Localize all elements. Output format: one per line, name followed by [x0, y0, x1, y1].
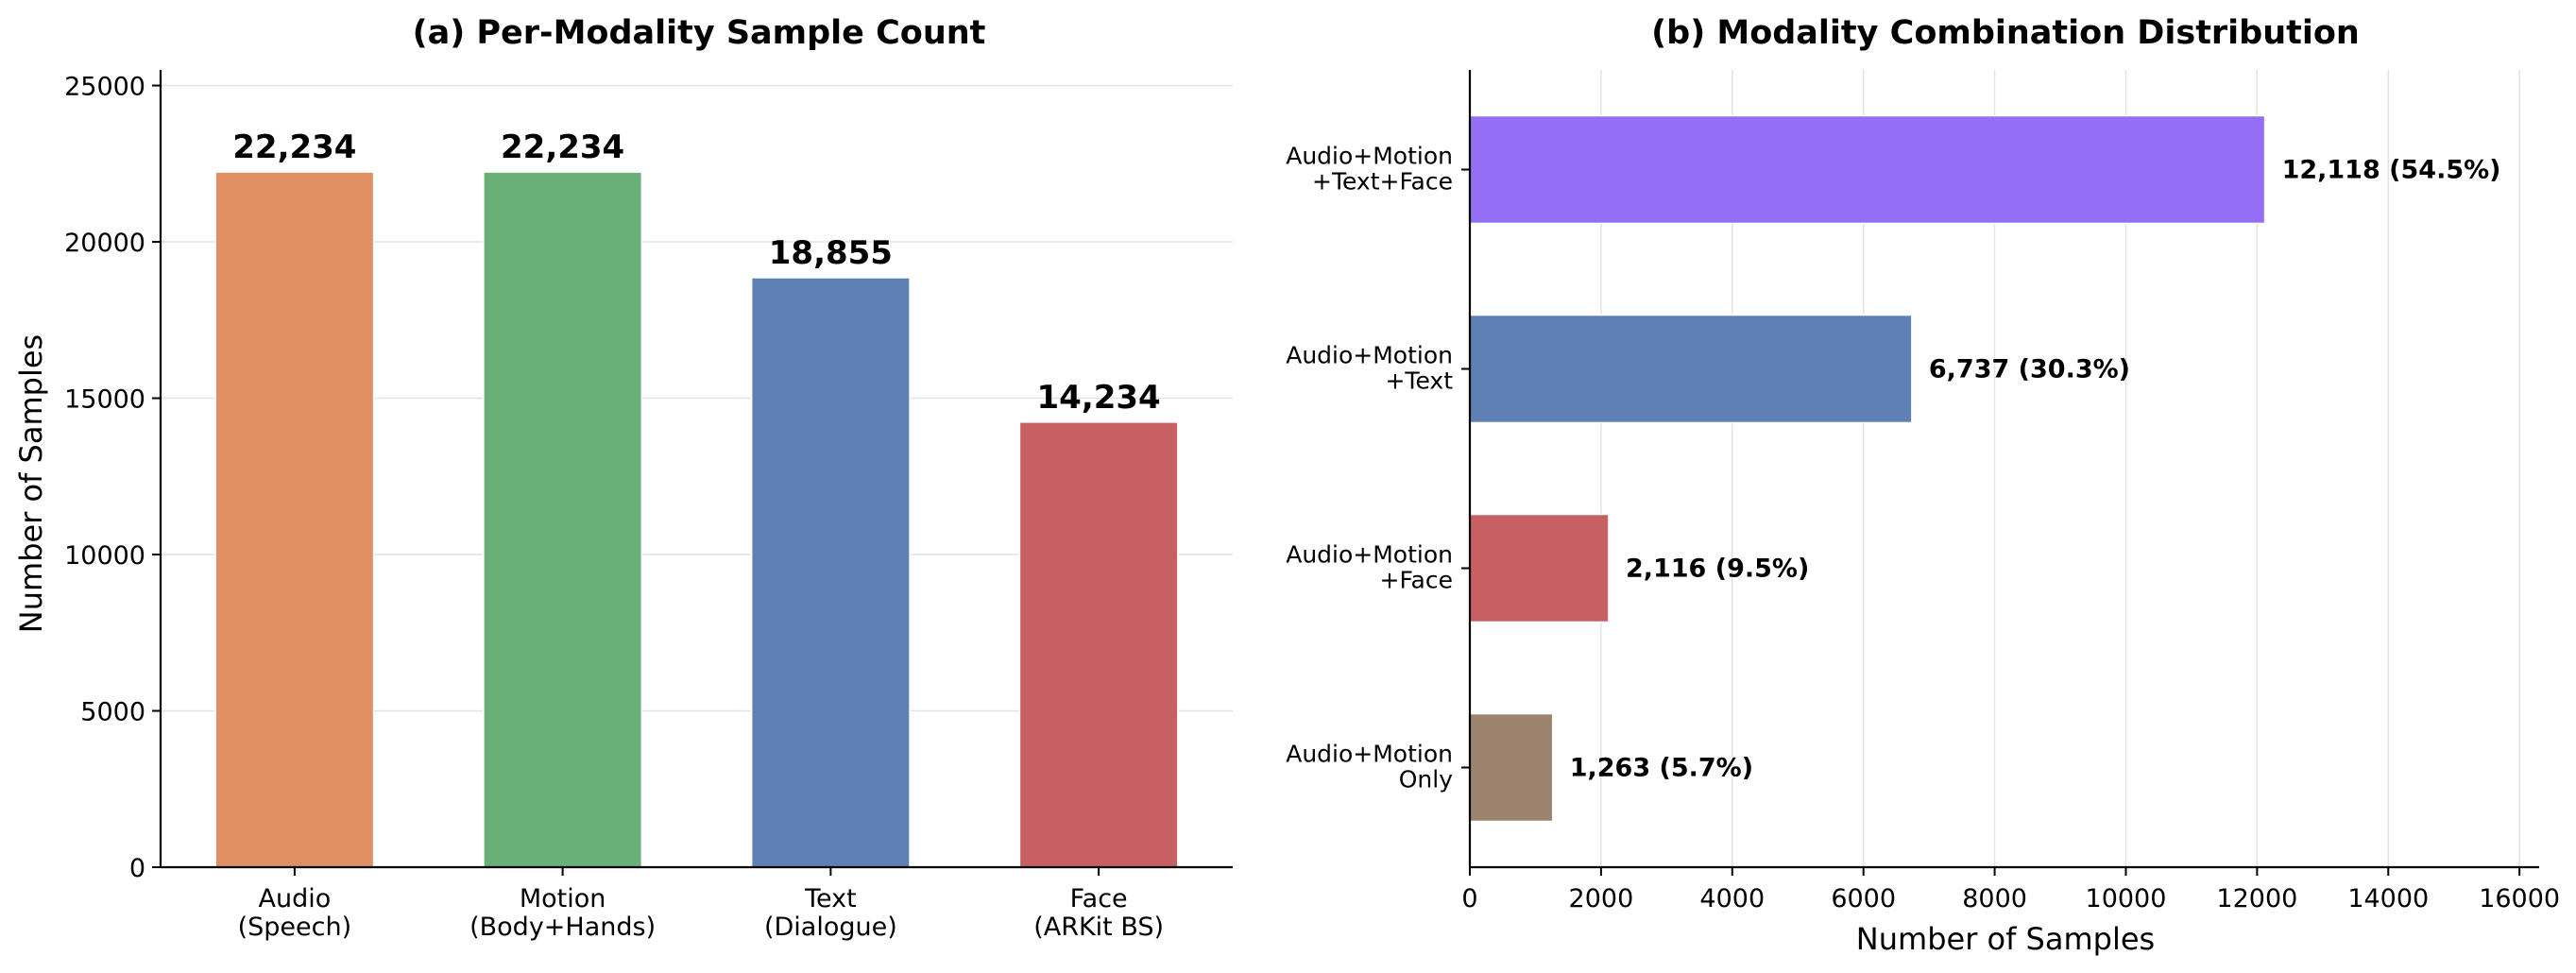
chart-b-value-label: 12,118 (54.5%)	[2282, 156, 2501, 185]
chart-a-bar	[214, 171, 375, 868]
chart-a-x-category-label: Audio	[259, 884, 332, 913]
chart-b-bar	[1469, 114, 2266, 225]
chart-a-bar	[1018, 421, 1179, 868]
chart-b-x-tick-label: 16000	[2479, 884, 2560, 913]
chart-a-bars	[214, 171, 1179, 868]
chart-a-per-modality: (a) Per-Modality Sample Count Number of …	[13, 14, 1233, 942]
chart-a-value-label: 22,234	[232, 128, 356, 166]
chart-b-y-category-label: +Face	[1380, 567, 1453, 594]
chart-a-x-category-label: Face	[1070, 884, 1128, 913]
chart-b-y-category-label: Only	[1399, 766, 1453, 794]
chart-b-y-category-label: +Text	[1385, 367, 1453, 395]
chart-a-y-tick-label: 20000	[64, 229, 145, 258]
chart-a-x-category-label: (Body+Hands)	[469, 913, 656, 942]
chart-b-x-tick-label: 6000	[1831, 884, 1896, 913]
chart-b-value-label: 6,737 (30.3%)	[1929, 355, 2130, 384]
chart-b-y-category-label: Audio+Motion	[1286, 143, 1453, 170]
chart-a-x-category-label: Text	[804, 884, 857, 913]
chart-a-title: (a) Per-Modality Sample Count	[413, 14, 986, 52]
chart-a-value-label: 22,234	[501, 128, 624, 166]
chart-b-y-category-label: Audio+Motion	[1286, 541, 1453, 569]
chart-b-value-label: 2,116 (9.5%)	[1626, 555, 1809, 584]
chart-b-bar	[1469, 712, 1554, 823]
chart-a-value-label: 14,234	[1037, 379, 1161, 417]
chart-a-value-label: 18,855	[769, 234, 893, 272]
chart-a-y-tick-label: 15000	[64, 385, 145, 415]
chart-a-axes	[159, 70, 1233, 869]
chart-b-x-tick-label: 0	[1461, 884, 1477, 913]
chart-a-y-tick-label: 10000	[64, 541, 145, 571]
chart-a-y-ticks: 0 5000 10000 15000 20000 25000	[64, 73, 161, 883]
chart-a-y-tick-label: 25000	[64, 73, 145, 102]
chart-b-x-tick-label: 14000	[2347, 884, 2429, 913]
chart-b-bars	[1469, 114, 2266, 823]
chart-b-y-category-label: Audio+Motion	[1286, 741, 1453, 768]
chart-a-x-categories: Audio(Speech) Motion(Body+Hands) Text(Dial…	[238, 867, 1164, 942]
chart-a-y-axis-label: Number of Samples	[13, 334, 49, 633]
chart-a-bar	[483, 171, 643, 868]
chart-b-title: (b) Modality Combination Distribution	[1651, 14, 2360, 52]
chart-b-x-axis-label: Number of Samples	[1856, 921, 2155, 957]
chart-b-x-tick-label: 8000	[1962, 884, 2027, 913]
chart-a-bar	[750, 277, 911, 868]
chart-b-x-ticks: 0 2000 4000 6000 8000 10000 12000 14000 16000	[1461, 867, 2560, 913]
chart-a-value-labels: 22,234 22,234 18,855 14,234	[232, 128, 1160, 417]
chart-b-x-tick-label: 10000	[2086, 884, 2167, 913]
chart-a-y-tick-label: 5000	[80, 698, 145, 727]
chart-a-x-category-label: (Speech)	[238, 913, 352, 942]
chart-a-x-category-label: (Dialogue)	[764, 913, 897, 942]
chart-b-value-labels: 12,118 (54.5%) 6,737 (30.3%) 2,116 (9.5%) 1…	[1570, 156, 2501, 783]
chart-a-y-tick-label: 0	[129, 854, 145, 883]
chart-b-axes	[1468, 70, 2539, 869]
chart-b-x-tick-label: 12000	[2216, 884, 2297, 913]
chart-b-y-category-label: +Text+Face	[1312, 168, 1453, 196]
chart-b-y-categories: Audio+Motion+Text+FaceAudio+Motion+TextA…	[1286, 143, 1470, 794]
chart-b-bar	[1469, 314, 1913, 424]
chart-a-x-category-label: (ARKit BS)	[1033, 913, 1164, 942]
chart-b-x-tick-label: 2000	[1569, 884, 1634, 913]
chart-a-x-category-label: Motion	[520, 884, 606, 913]
chart-b-bar	[1469, 513, 1610, 623]
chart-b-value-label: 1,263 (5.7%)	[1570, 754, 1753, 783]
chart-b-y-category-label: Audio+Motion	[1286, 342, 1453, 369]
chart-b-combination: (b) Modality Combination Distribution Nu…	[1286, 14, 2560, 957]
chart-b-x-tick-label: 4000	[1699, 884, 1765, 913]
